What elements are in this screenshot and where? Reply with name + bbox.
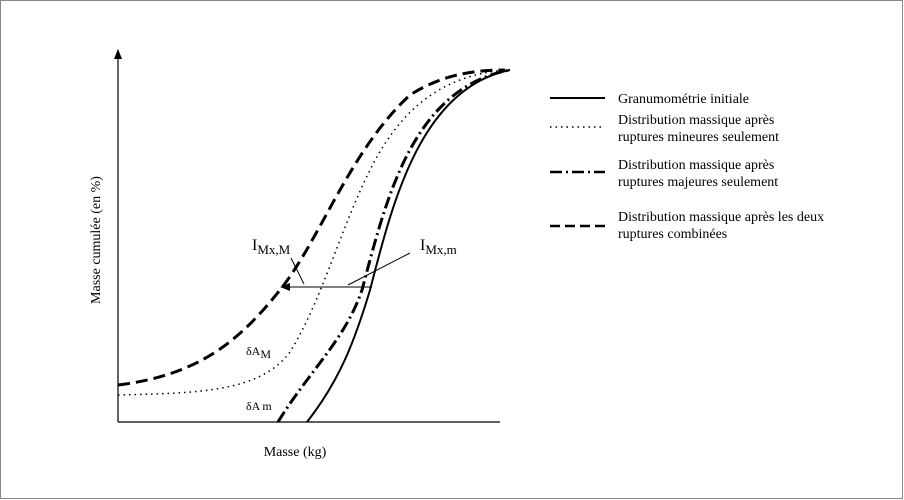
annotation: IMx,m [420,237,457,257]
annotation-main: δA [246,399,261,413]
legend-entry: ruptures combinées [618,227,727,242]
annotation-sub: Mx,m [425,242,456,257]
legend: Granumométrie initiale Distribution massi… [618,92,824,242]
legend-entry: Distribution massique après les deux [618,210,824,225]
legend-entry: Distribution massique après [618,158,774,173]
annotation-sub: M [260,347,271,361]
leader-line [347,252,411,286]
annotation: IMx,M [252,237,291,257]
leader-line [290,257,305,285]
legend-entry: ruptures majeures seulement [618,175,778,190]
legend-entry: Distribution massique après [618,113,774,128]
annotation-main: I [252,237,257,254]
legend-entry: Granumométrie initiale [618,92,749,107]
x-axis-label: Masse (kg) [264,445,327,460]
annotation-main: δA [246,344,261,358]
curve-combined [117,68,506,387]
legend-entry: ruptures mineures seulement [618,130,779,145]
annotation-sub: m [262,399,272,413]
y-axis-label: Masse cumulée (en %) [89,176,104,304]
annotation: δAM [246,344,271,361]
annotation-sub: Mx,M [257,242,290,257]
curve-initial [306,69,511,423]
curve-major [276,68,511,423]
curve-minor [117,69,506,396]
annotation: δA m [246,399,272,413]
annotation-main: I [420,237,425,254]
